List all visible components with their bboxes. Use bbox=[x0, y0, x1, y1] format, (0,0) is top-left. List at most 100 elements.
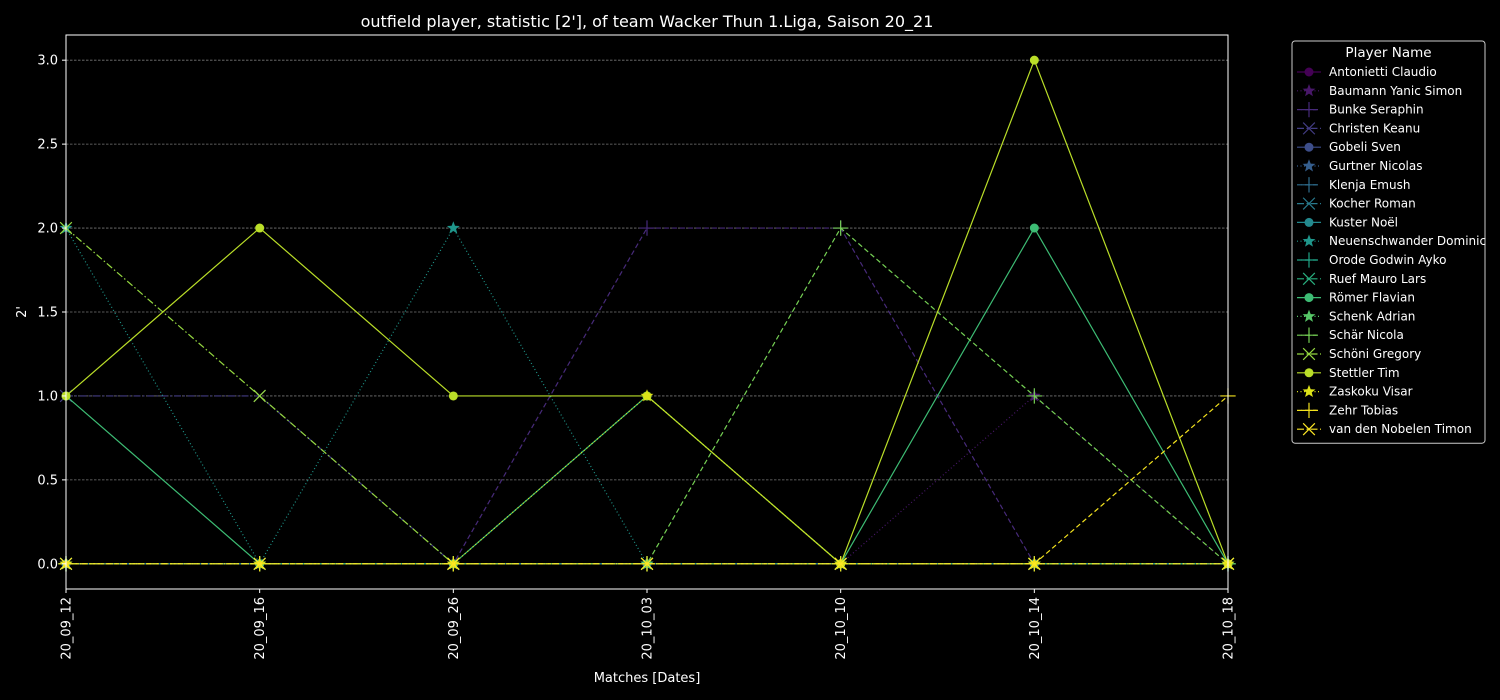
legend-item: Neuenschwander Dominic bbox=[1297, 234, 1486, 248]
x-tick-label: 20_10_14 bbox=[1028, 597, 1043, 660]
data-point bbox=[253, 389, 266, 403]
data-point bbox=[1029, 55, 1039, 65]
legend-item: van den Nobelen Timon bbox=[1297, 422, 1472, 436]
y-axis-label: 2' bbox=[15, 306, 30, 318]
data-point bbox=[1304, 142, 1314, 152]
legend-item: Zaskoku Visar bbox=[1297, 385, 1413, 399]
legend-label: Kocher Roman bbox=[1329, 197, 1416, 211]
legend: Player Name Antonietti Claudio Baumann Ya… bbox=[1291, 40, 1486, 444]
data-point bbox=[1302, 309, 1316, 322]
data-point bbox=[1302, 347, 1316, 361]
data-point bbox=[640, 389, 654, 402]
legend-label: Gurtner Nicolas bbox=[1329, 159, 1422, 173]
data-point bbox=[1304, 217, 1314, 227]
data-point bbox=[1301, 177, 1317, 193]
legend-box bbox=[1291, 40, 1486, 444]
data-point bbox=[1302, 84, 1316, 97]
legend-label: Gobeli Sven bbox=[1329, 140, 1401, 154]
data-point bbox=[1029, 223, 1039, 233]
legend-label: Ruef Mauro Lars bbox=[1329, 272, 1426, 286]
legend-item: Klenja Emush bbox=[1297, 177, 1410, 193]
x-axis-label: Matches [Dates] bbox=[594, 671, 701, 686]
data-point bbox=[1302, 234, 1316, 247]
legend-label: Orode Godwin Ayko bbox=[1329, 253, 1446, 267]
x-axis: 20_09_12 20_09_16 20_09_26 20_10_03 20_10_10… bbox=[60, 589, 1237, 660]
legend-label: Schöni Gregory bbox=[1329, 347, 1421, 361]
legend-items: Antonietti Claudio Baumann Yanic Simon Bun… bbox=[1297, 65, 1486, 436]
legend-label: Kuster Noël bbox=[1329, 215, 1398, 229]
legend-item: Schär Nicola bbox=[1297, 327, 1404, 343]
y-tick-label: 1.0 bbox=[37, 389, 58, 404]
y-tick-label: 0.0 bbox=[37, 557, 58, 572]
data-point bbox=[640, 557, 654, 571]
x-tick-label: 20_10_18 bbox=[1222, 597, 1237, 660]
legend-label: Schenk Adrian bbox=[1329, 309, 1415, 323]
data-point bbox=[1302, 159, 1316, 172]
legend-item: Schenk Adrian bbox=[1297, 309, 1415, 323]
x-tick-label: 20_10_03 bbox=[641, 597, 656, 660]
legend-label: Römer Flavian bbox=[1329, 291, 1415, 305]
series-layer bbox=[58, 55, 1236, 572]
legend-label: Baumann Yanic Simon bbox=[1329, 84, 1462, 98]
y-tick-label: 2.5 bbox=[37, 138, 58, 153]
legend-item: Ruef Mauro Lars bbox=[1297, 272, 1426, 286]
legend-label: Stettler Tim bbox=[1329, 366, 1400, 380]
data-point bbox=[255, 223, 265, 233]
legend-item: Stettler Tim bbox=[1297, 366, 1400, 380]
data-point bbox=[1301, 327, 1317, 343]
data-point bbox=[447, 557, 460, 571]
data-point bbox=[1304, 67, 1314, 77]
data-point bbox=[1026, 388, 1042, 404]
data-point bbox=[446, 221, 460, 234]
legend-item: Bunke Seraphin bbox=[1297, 101, 1424, 118]
chart-title: outfield player, statistic [2'], of team… bbox=[361, 12, 934, 32]
legend-label: Schär Nicola bbox=[1329, 328, 1404, 342]
data-point bbox=[1301, 402, 1317, 419]
data-point bbox=[833, 220, 849, 236]
data-point bbox=[1304, 368, 1314, 378]
legend-label: Zaskoku Visar bbox=[1329, 385, 1413, 399]
data-point bbox=[834, 557, 847, 571]
legend-title: Player Name bbox=[1345, 45, 1431, 61]
legend-item: Gobeli Sven bbox=[1297, 140, 1401, 154]
legend-label: van den Nobelen Timon bbox=[1329, 422, 1472, 436]
data-point bbox=[1304, 293, 1314, 303]
data-point bbox=[253, 557, 266, 571]
legend-label: Neuenschwander Dominic bbox=[1329, 234, 1486, 248]
legend-item: Kocher Roman bbox=[1297, 197, 1416, 211]
y-tick-label: 1.5 bbox=[37, 306, 58, 321]
data-point bbox=[1302, 122, 1316, 135]
data-point bbox=[1301, 101, 1317, 118]
legend-item: Zehr Tobias bbox=[1297, 402, 1398, 419]
y-axis: 0.0 0.5 1.0 1.5 2.0 2.5 3.0 bbox=[37, 54, 66, 572]
legend-item: Christen Keanu bbox=[1297, 121, 1420, 135]
legend-item: Orode Godwin Ayko bbox=[1297, 252, 1446, 268]
legend-item: Baumann Yanic Simon bbox=[1297, 84, 1462, 98]
x-tick-label: 20_09_26 bbox=[447, 597, 462, 660]
data-point bbox=[1302, 384, 1316, 398]
legend-label: Klenja Emush bbox=[1329, 178, 1410, 192]
data-point bbox=[1302, 272, 1316, 286]
legend-item: Gurtner Nicolas bbox=[1297, 159, 1422, 173]
x-tick-label: 20_10_10 bbox=[834, 597, 849, 660]
data-point bbox=[1302, 197, 1316, 210]
x-tick-label: 20_09_16 bbox=[253, 597, 268, 660]
y-tick-label: 3.0 bbox=[37, 54, 58, 69]
data-point bbox=[1302, 422, 1316, 436]
legend-label: Zehr Tobias bbox=[1329, 403, 1398, 417]
data-point bbox=[448, 391, 458, 401]
gridlines bbox=[66, 59, 1228, 565]
legend-item: Römer Flavian bbox=[1297, 291, 1415, 305]
legend-item: Kuster Noël bbox=[1297, 215, 1398, 229]
series-19 bbox=[59, 557, 1235, 571]
y-tick-label: 0.5 bbox=[37, 473, 58, 488]
y-tick-label: 2.0 bbox=[37, 222, 58, 237]
x-tick-label: 20_09_12 bbox=[60, 597, 75, 660]
legend-label: Christen Keanu bbox=[1329, 121, 1420, 135]
data-point bbox=[639, 220, 655, 236]
legend-item: Schöni Gregory bbox=[1297, 347, 1421, 361]
legend-item: Antonietti Claudio bbox=[1297, 65, 1437, 79]
data-point bbox=[1301, 252, 1317, 268]
data-point bbox=[1028, 557, 1041, 571]
